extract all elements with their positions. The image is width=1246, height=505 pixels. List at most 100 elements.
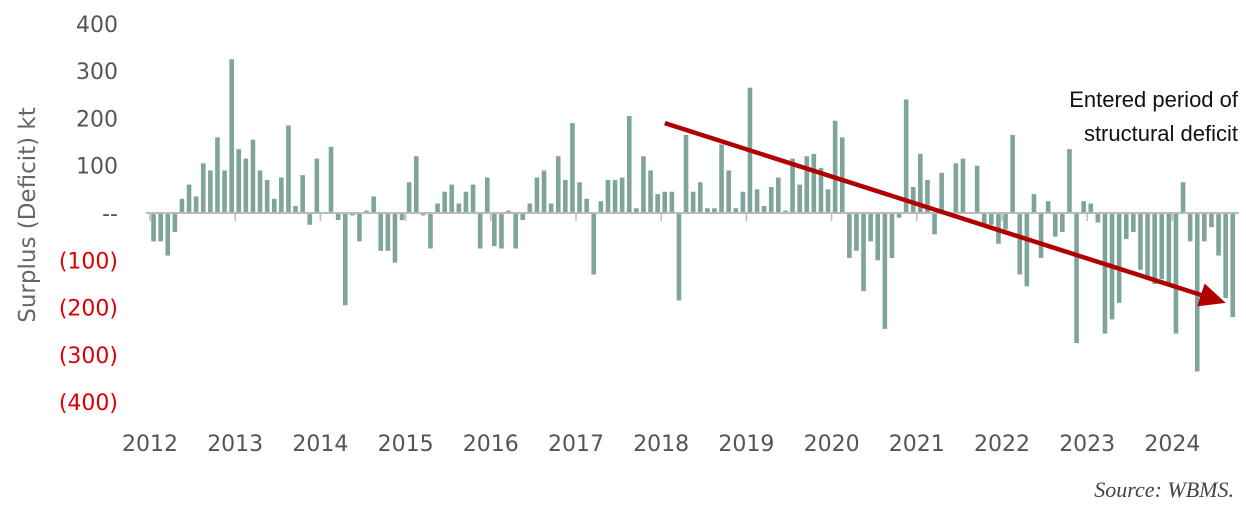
bar bbox=[200, 163, 206, 213]
y-tick-label: (400) bbox=[59, 391, 118, 416]
bar bbox=[1102, 213, 1108, 334]
bar bbox=[477, 213, 483, 249]
bar bbox=[286, 125, 291, 213]
bar bbox=[768, 186, 774, 214]
bar bbox=[215, 137, 220, 213]
bar bbox=[541, 170, 547, 213]
bar bbox=[342, 213, 348, 306]
bar bbox=[910, 186, 916, 214]
bar bbox=[1031, 194, 1037, 213]
bar bbox=[903, 99, 909, 213]
bar bbox=[754, 189, 760, 213]
bar bbox=[726, 170, 731, 213]
bar bbox=[861, 213, 866, 292]
bar bbox=[932, 213, 937, 235]
bar bbox=[705, 208, 710, 213]
bar bbox=[1180, 182, 1186, 213]
bar bbox=[456, 203, 462, 213]
y-tick-labels: 400 300 200 100 -- (100) (200) (300) (400) bbox=[59, 13, 118, 416]
bar bbox=[1052, 213, 1058, 237]
bar bbox=[918, 153, 923, 214]
bar bbox=[1088, 203, 1094, 213]
bar bbox=[1173, 213, 1179, 334]
bar bbox=[371, 196, 376, 213]
y-tick-label: 200 bbox=[76, 107, 118, 132]
bar bbox=[492, 213, 497, 247]
bar bbox=[428, 213, 433, 249]
bar bbox=[421, 213, 426, 216]
trend-arrow bbox=[664, 120, 1226, 307]
bar bbox=[634, 208, 639, 213]
bar bbox=[676, 213, 682, 301]
bar bbox=[1081, 201, 1086, 213]
x-tick-label: 2021 bbox=[889, 432, 945, 457]
bar bbox=[875, 213, 881, 261]
bar bbox=[399, 213, 405, 221]
bar bbox=[158, 213, 163, 242]
bar bbox=[1095, 213, 1101, 223]
bar bbox=[1003, 213, 1008, 230]
x-tick-label: 2014 bbox=[292, 432, 348, 457]
bar bbox=[847, 213, 852, 258]
x-tick-label: 2019 bbox=[718, 432, 774, 457]
bar bbox=[626, 116, 632, 213]
bar bbox=[662, 191, 668, 214]
bar bbox=[335, 213, 341, 221]
bar bbox=[307, 213, 313, 225]
bar bbox=[314, 158, 320, 213]
bar bbox=[378, 213, 384, 251]
bar bbox=[406, 182, 412, 213]
bar bbox=[463, 191, 469, 214]
trend-arrow-line bbox=[664, 120, 1202, 298]
bar bbox=[243, 158, 249, 213]
bar bbox=[648, 170, 653, 213]
y-tick-label: -- bbox=[102, 202, 118, 227]
x-tick-label: 2015 bbox=[378, 432, 434, 457]
bar bbox=[719, 144, 724, 213]
bar bbox=[712, 208, 717, 213]
bar bbox=[513, 213, 518, 249]
bar bbox=[1159, 213, 1165, 280]
y-tick-label: (200) bbox=[59, 297, 118, 322]
bar bbox=[527, 203, 533, 213]
bar bbox=[619, 177, 625, 214]
bar bbox=[179, 198, 185, 213]
bar bbox=[1216, 213, 1221, 256]
x-tick-label: 2018 bbox=[633, 432, 689, 457]
bar bbox=[896, 213, 902, 218]
bar bbox=[655, 194, 660, 213]
bar bbox=[293, 205, 298, 213]
bar bbox=[1116, 213, 1122, 303]
bar bbox=[222, 170, 227, 213]
bar bbox=[797, 184, 802, 213]
y-tick-label: 100 bbox=[76, 155, 118, 180]
bar bbox=[804, 156, 810, 213]
bar bbox=[811, 153, 817, 214]
bar bbox=[605, 179, 611, 213]
bar bbox=[470, 184, 476, 213]
bar bbox=[520, 213, 526, 221]
annotation-line-1: Entered period of bbox=[1069, 87, 1239, 112]
bar bbox=[236, 149, 242, 213]
bar bbox=[499, 213, 504, 249]
bar bbox=[1209, 213, 1214, 228]
bar bbox=[1024, 213, 1030, 287]
bar bbox=[193, 196, 199, 213]
bar bbox=[925, 179, 930, 213]
bar bbox=[690, 191, 696, 214]
bar bbox=[364, 210, 369, 213]
x-tick-label: 2024 bbox=[1144, 432, 1200, 457]
bar bbox=[776, 177, 781, 214]
bar bbox=[1038, 213, 1044, 258]
trend-arrow-head bbox=[1197, 283, 1226, 307]
bar bbox=[783, 210, 788, 213]
bar bbox=[392, 213, 398, 263]
bar bbox=[889, 213, 895, 258]
bar bbox=[641, 156, 646, 213]
bar bbox=[1017, 213, 1023, 275]
bar bbox=[1152, 213, 1157, 284]
x-tick-label: 2022 bbox=[974, 432, 1030, 457]
bar bbox=[484, 177, 490, 214]
x-tick-label: 2013 bbox=[207, 432, 263, 457]
